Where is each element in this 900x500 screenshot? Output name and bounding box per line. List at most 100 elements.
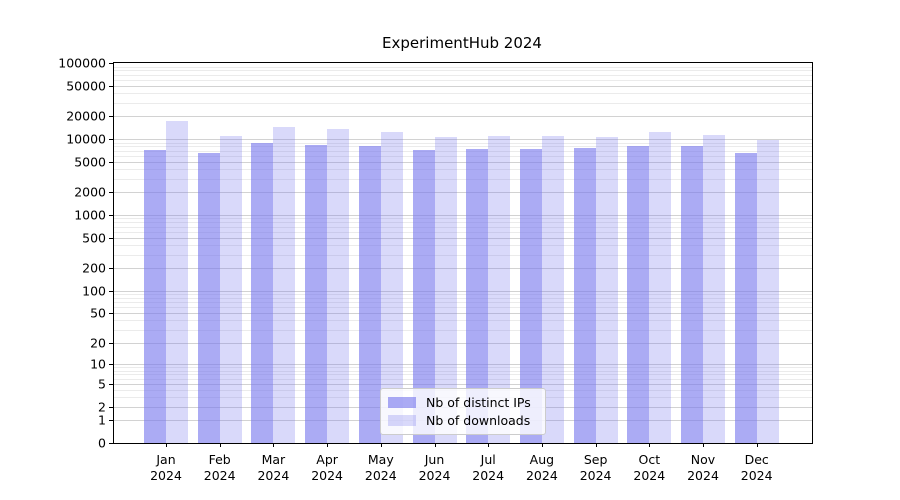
gridline-minor-4000	[114, 169, 812, 171]
ytick-label-10000: 10000	[66, 131, 106, 147]
gridline-minor-8000	[114, 146, 812, 148]
xtick-label-mar: Mar 2024	[257, 452, 290, 484]
bar-distinct-ips-mar	[251, 142, 274, 443]
xtick-label-may: May 2024	[364, 452, 397, 484]
gridline-minor-700	[114, 226, 812, 228]
ytick-2	[109, 406, 113, 408]
gridline-major-20000	[114, 116, 812, 118]
ytick-20000	[109, 116, 113, 118]
xtick-sep	[595, 443, 597, 447]
gridline-major-10	[114, 363, 812, 365]
xtick-aug	[541, 443, 543, 447]
bar-distinct-ips-jul	[466, 148, 489, 443]
bar-distinct-ips-apr	[305, 144, 328, 443]
gridline-minor-6	[114, 378, 812, 380]
bar-downloads-jul	[488, 136, 511, 443]
bar-downloads-aug	[541, 135, 564, 443]
gridline-major-50	[114, 313, 812, 315]
bar-downloads-nov	[703, 134, 725, 443]
ytick-label-100000: 100000	[58, 55, 106, 71]
bar-distinct-ips-sep	[573, 148, 596, 443]
bar-downloads-may	[380, 131, 403, 443]
gridline-minor-90000	[114, 66, 812, 68]
ytick-label-20: 20	[90, 335, 106, 350]
gridline-minor-800	[114, 222, 812, 224]
bar-downloads-apr	[327, 128, 350, 443]
gridline-minor-70	[114, 302, 812, 304]
xtick-label-jan: Jan 2024	[150, 452, 182, 484]
gridline-minor-600	[114, 231, 812, 233]
bar-distinct-ips-dec	[734, 152, 757, 443]
gridline-major-20	[114, 342, 812, 344]
ytick-label-1: 1	[98, 412, 106, 428]
legend-swatch-distinct-ips	[388, 397, 416, 408]
bar-downloads-jan	[166, 120, 188, 443]
bar-distinct-ips-may	[358, 145, 381, 443]
gridline-minor-60	[114, 307, 812, 309]
legend-label-downloads: Nb of downloads	[426, 413, 531, 428]
gridline-major-5000	[114, 161, 812, 163]
xtick-label-oct: Oct 2024	[633, 452, 666, 484]
ytick-0	[109, 443, 113, 444]
gridline-minor-300	[114, 254, 812, 256]
bar-distinct-ips-oct	[627, 145, 650, 443]
xtick-nov	[703, 443, 704, 447]
ytick-50000	[109, 85, 113, 87]
bar-downloads-dec	[756, 140, 779, 443]
bar-downloads-feb	[219, 135, 242, 443]
ytick-5	[109, 383, 113, 385]
bar-downloads-sep	[595, 136, 618, 443]
bar-distinct-ips-nov	[681, 146, 703, 443]
xtick-dec	[756, 443, 758, 447]
bar-downloads-oct	[649, 132, 672, 443]
gridline-minor-9000	[114, 142, 812, 144]
bar-downloads-jun	[434, 137, 457, 443]
xtick-label-dec: Dec 2024	[740, 452, 773, 484]
xtick-label-feb: Feb 2024	[203, 452, 236, 484]
xtick-label-nov: Nov 2024	[687, 452, 719, 484]
legend: Nb of distinct IPs Nb of downloads	[380, 388, 546, 435]
gridline-major-200	[114, 268, 812, 269]
gridline-minor-30	[114, 329, 812, 331]
gridline-minor-80000	[114, 70, 812, 72]
ytick-20	[109, 342, 113, 344]
gridline-minor-7000	[114, 150, 812, 152]
ytick-100	[109, 290, 113, 292]
xtick-feb	[219, 443, 221, 447]
bar-distinct-ips-aug	[519, 148, 542, 443]
xtick-jun	[434, 443, 436, 447]
gridline-minor-9	[114, 367, 812, 368]
ytick-50	[109, 313, 113, 315]
ytick-500	[109, 237, 113, 239]
legend-item-downloads: Nb of downloads	[388, 413, 538, 428]
gridline-major-100	[114, 290, 812, 292]
xtick-may	[380, 443, 382, 447]
ytick-label-10: 10	[90, 356, 106, 372]
gridline-minor-40	[114, 320, 812, 322]
ytick-label-2: 2	[98, 399, 106, 415]
xtick-jan	[166, 443, 167, 447]
gridline-minor-6000	[114, 155, 812, 157]
xtick-label-jul: Jul 2024	[472, 452, 505, 484]
ytick-label-0: 0	[98, 435, 106, 451]
xtick-apr	[327, 443, 329, 447]
ytick-label-200: 200	[82, 260, 106, 276]
gridline-minor-8	[114, 370, 812, 372]
bar-distinct-ips-jan	[144, 149, 166, 443]
ytick-5000	[109, 161, 113, 163]
gridline-major-500	[114, 237, 812, 239]
ytick-label-1000: 1000	[74, 207, 106, 223]
gridline-minor-80	[114, 298, 812, 299]
xtick-label-jun: Jun 2024	[418, 452, 451, 484]
gridline-minor-40000	[114, 93, 812, 95]
gridline-major-10000	[114, 139, 812, 140]
ytick-label-50: 50	[90, 305, 106, 321]
legend-swatch-downloads	[388, 415, 416, 426]
gridline-minor-90	[114, 294, 812, 296]
gridline-minor-400	[114, 245, 812, 247]
gridline-major-5	[114, 383, 812, 385]
gridline-major-2000	[114, 192, 812, 194]
xtick-jul	[488, 443, 490, 447]
gridline-major-1000	[114, 215, 812, 216]
